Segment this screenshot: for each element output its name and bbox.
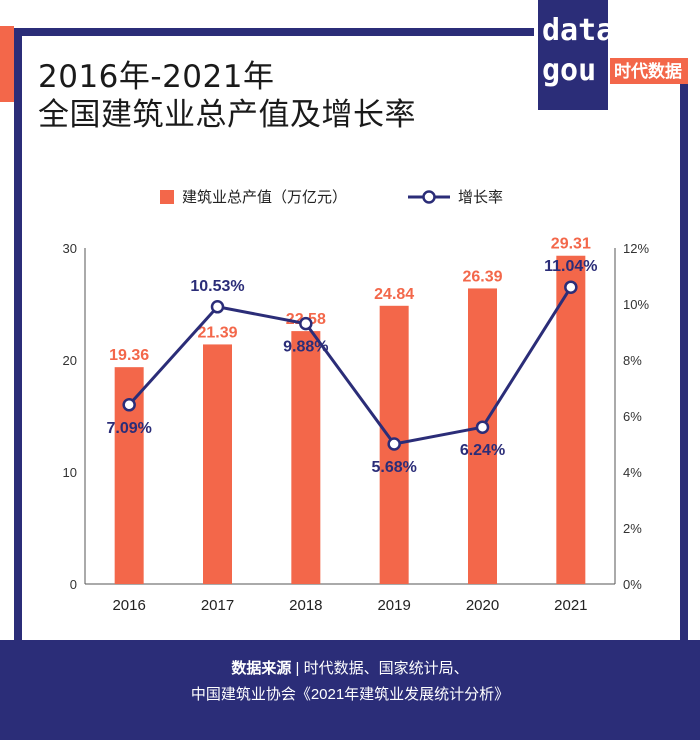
bar [556, 255, 586, 584]
footer-source: 数据来源 | 时代数据、国家统计局、 中国建筑业协会《2021年建筑业发展统计分… [0, 656, 700, 708]
title-line-2: 全国建筑业总产值及增长率 [38, 97, 416, 133]
bar-data-label: 21.39 [197, 324, 237, 341]
x-tick-label: 2020 [466, 597, 499, 614]
y-right-tick-label: 8% [623, 353, 642, 368]
line-point [122, 398, 136, 412]
y-right-tick-label: 6% [623, 409, 642, 424]
growth-rate-line [128, 286, 573, 446]
x-tick-label: 2017 [201, 597, 234, 614]
y-right-tick-label: 0% [623, 577, 642, 592]
bar [468, 288, 497, 584]
legend-bar-label: 建筑业总产值（万亿元） [182, 189, 348, 206]
line-data-label: 7.09% [106, 420, 151, 437]
line-data-label: 5.68% [371, 459, 416, 476]
brand-logo: data gou 时代数据 [538, 0, 688, 110]
source-text-line-2: 中国建筑业协会《2021年建筑业发展统计分析》 [190, 686, 510, 703]
source-label: 数据来源 [231, 660, 292, 677]
bar-data-label: 26.39 [462, 268, 502, 285]
line-point [299, 316, 313, 331]
line-point [210, 300, 225, 314]
footer-bar [0, 640, 700, 740]
bar [291, 331, 321, 584]
legend-line: 增长率 [408, 186, 503, 210]
legend-bar-swatch [160, 190, 174, 204]
y-left-tick-label: 30 [63, 241, 77, 256]
bar-data-label: 29.31 [551, 236, 591, 253]
line-point [564, 280, 578, 294]
logo-word-bottom: gou [542, 53, 596, 88]
legend-bar: 建筑业总产值（万亿元） [160, 186, 347, 210]
footer-line-1: 数据来源 | 时代数据、国家统计局、 [0, 656, 700, 682]
y-left-tick-label: 0 [70, 577, 77, 592]
x-tick-label: 2018 [289, 597, 322, 614]
frame-border-top [14, 28, 534, 36]
frame-border-right [680, 60, 688, 660]
y-left-tick-label: 20 [63, 353, 77, 368]
y-right-tick-label: 2% [623, 521, 642, 536]
y-right-tick-label: 10% [623, 297, 649, 312]
x-tick-label: 2019 [377, 597, 410, 614]
logo-tag: 时代数据 [614, 61, 682, 82]
legend-line-marker [408, 190, 450, 204]
x-tick-label: 2021 [554, 597, 587, 614]
page-title: 2016年-2021年 全国建筑业总产值及增长率 [38, 58, 416, 134]
y-left-tick-label: 10 [63, 465, 77, 480]
y-right-tick-label: 4% [623, 465, 642, 480]
line-point [387, 437, 401, 451]
line-data-label: 11.04% [544, 258, 597, 275]
bar [203, 344, 232, 584]
accent-bar-top [0, 26, 14, 102]
line-data-label: 6.24% [460, 442, 505, 459]
source-separator: | [295, 660, 300, 677]
bar-data-label: 24.84 [374, 286, 414, 303]
combo-chart: 0 10 20 30 0% 2% 4% 6% 8% 10% 12% 2016 2017 2018 2019 2… [63, 236, 650, 614]
legend-line-label: 增长率 [458, 189, 504, 206]
y-right-tick-label: 12% [623, 241, 649, 256]
bar-data-label: 19.36 [109, 347, 149, 364]
x-tick-label: 2016 [112, 597, 145, 614]
logo-word-top: data [542, 13, 614, 48]
line-point [475, 420, 490, 434]
source-text-line-1: 时代数据、国家统计局、 [303, 660, 469, 677]
line-data-label: 9.88% [283, 339, 328, 356]
frame-border-left [14, 28, 22, 658]
title-line-1: 2016年-2021年 [38, 59, 275, 95]
line-data-label: 10.53% [190, 278, 244, 295]
